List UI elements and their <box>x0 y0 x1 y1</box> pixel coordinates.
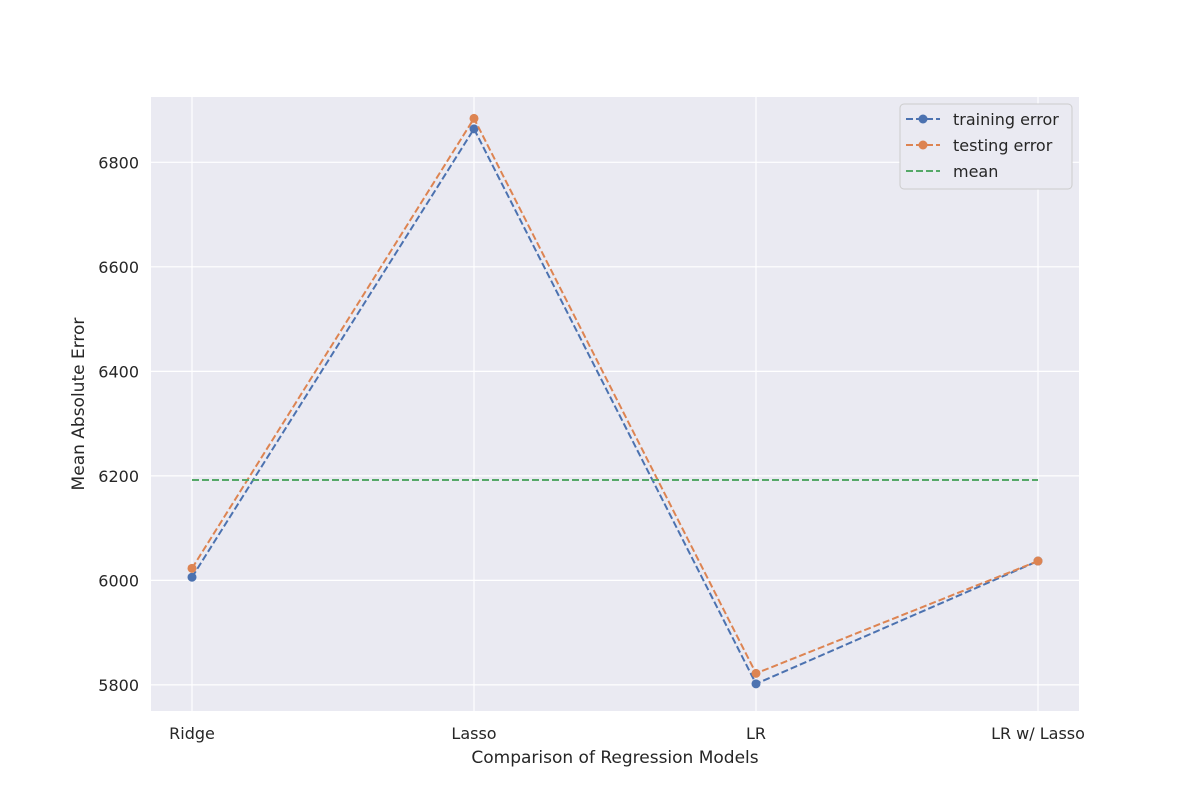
x-tick-label: LR <box>746 724 766 743</box>
data-point <box>751 668 761 678</box>
x-tick-label: LR w/ Lasso <box>991 724 1085 743</box>
legend-item: training error <box>906 110 1059 129</box>
grid-lines <box>151 97 1079 711</box>
y-tick-label: 6600 <box>98 258 139 277</box>
series-line <box>191 116 1039 675</box>
data-point <box>469 113 479 123</box>
y-tick-label: 6400 <box>98 362 139 381</box>
y-tick-label: 6200 <box>98 467 139 486</box>
legend-box <box>899 103 1073 190</box>
y-tick-label: 6000 <box>98 571 139 590</box>
data-point <box>187 563 197 573</box>
series-testing-error <box>187 113 1043 678</box>
x-axis-ticks: Ridge Lasso LR LR w/ Lasso <box>169 724 1085 743</box>
plot-area <box>151 97 1079 711</box>
legend-item: mean <box>906 162 998 181</box>
legend-label: testing error <box>953 136 1053 155</box>
x-tick-label: Ridge <box>169 724 215 743</box>
series-group <box>187 113 1043 689</box>
series-line <box>191 126 1039 686</box>
legend-marker <box>918 140 928 150</box>
legend-marker <box>918 114 928 124</box>
y-axis-label: Mean Absolute Error <box>69 318 89 491</box>
legend-label: mean <box>953 162 998 181</box>
y-tick-label: 5800 <box>98 676 139 695</box>
data-point <box>1033 556 1043 566</box>
x-axis-label: Comparison of Regression Models <box>471 748 758 768</box>
y-axis-ticks: 5800 6000 6200 6400 6600 6800 <box>98 153 139 695</box>
x-tick-label: Lasso <box>451 724 496 743</box>
data-point <box>751 679 761 689</box>
y-tick-label: 6800 <box>98 153 139 172</box>
legend-item: testing error <box>906 136 1053 155</box>
legend: training error testing error mean <box>899 103 1073 190</box>
data-point <box>469 124 479 134</box>
data-point <box>187 572 197 582</box>
legend-label: training error <box>953 110 1059 129</box>
